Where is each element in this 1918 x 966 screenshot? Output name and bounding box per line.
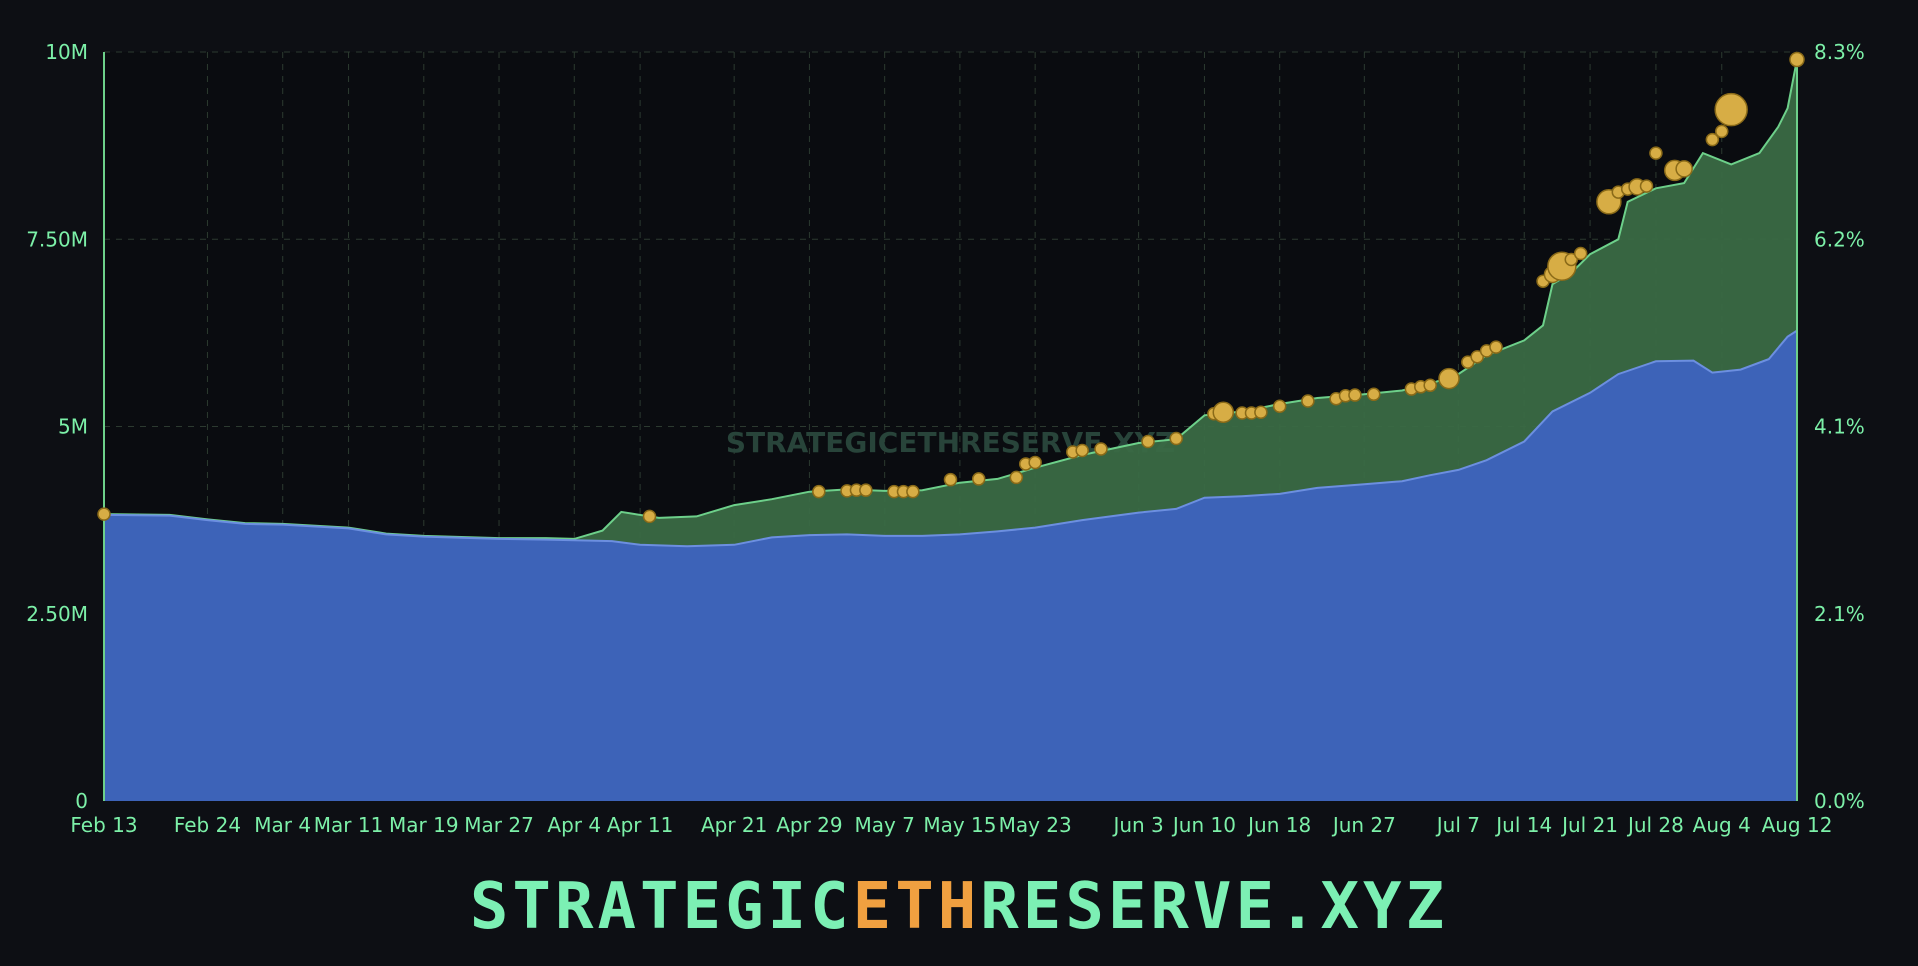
line-series-total — [103, 59, 1798, 540]
purchase-marker — [1272, 399, 1287, 414]
purchase-marker — [812, 484, 826, 499]
purchase-marker — [1212, 401, 1235, 424]
purchase-marker — [1141, 434, 1155, 449]
holdings-chart: STRATEGICETHRESERVE.XYZ 0 2.50M 5M 7.50M 10M… — [26, 40, 1865, 837]
purchase-markers — [97, 51, 1805, 524]
x-tick-label: May 15 — [923, 813, 996, 837]
area-series — [103, 52, 1798, 801]
x-tick-label: Mar 27 — [464, 813, 534, 837]
axis-ticks: 0 2.50M 5M 7.50M 10M 0.0% 2.1% 4.1% 6.2% 8.3% Feb … — [26, 40, 1865, 837]
x-tick-label: Jul 21 — [1560, 813, 1618, 837]
purchase-marker — [1075, 443, 1089, 458]
x-tick-label: Aug 12 — [1762, 813, 1833, 837]
y-left-tick-label: 10M — [45, 40, 88, 64]
x-tick-label: Feb 24 — [174, 813, 241, 837]
x-tick-label: Jul 14 — [1494, 813, 1552, 837]
purchase-marker — [906, 484, 920, 499]
x-tick-label: Jul 28 — [1626, 813, 1684, 837]
brand-footer: STRATEGICETHRESERVE.XYZ — [0, 870, 1918, 944]
purchase-marker — [1009, 470, 1024, 485]
y-left-tick-label: 7.50M — [26, 227, 88, 251]
x-tick-label: May 23 — [999, 813, 1072, 837]
x-tick-label: Apr 21 — [701, 813, 767, 837]
x-tick-label: Jun 18 — [1246, 813, 1311, 837]
purchase-marker — [1675, 160, 1693, 178]
x-tick-label: Mar 4 — [254, 813, 311, 837]
x-tick-label: Jun 27 — [1331, 813, 1396, 837]
purchase-marker — [1301, 394, 1315, 408]
purchase-marker — [859, 483, 873, 497]
y-left-tick-label: 5M — [58, 415, 88, 439]
x-tick-label: May 7 — [854, 813, 914, 837]
purchase-marker — [1573, 246, 1588, 261]
x-tick-label: Apr 29 — [776, 813, 842, 837]
brand-text-reserve: RESERVE.XYZ — [980, 870, 1449, 944]
purchase-marker — [1789, 51, 1805, 68]
y-right-tick-label: 6.2% — [1814, 227, 1865, 251]
y-right-tick-label: 8.3% — [1814, 40, 1865, 64]
purchase-marker — [1714, 92, 1748, 127]
purchase-marker — [1705, 132, 1720, 147]
x-tick-label: Aug 4 — [1693, 813, 1751, 837]
x-tick-label: Apr 4 — [547, 813, 601, 837]
purchase-marker — [943, 472, 958, 487]
purchase-marker — [971, 472, 986, 486]
purchase-marker — [642, 509, 657, 524]
x-tick-label: Mar 11 — [314, 813, 384, 837]
y-left-tick-label: 0 — [75, 789, 88, 813]
purchase-marker — [97, 507, 111, 521]
purchase-marker — [1470, 350, 1484, 364]
purchase-marker — [1367, 387, 1381, 402]
x-tick-label: Feb 13 — [70, 813, 137, 837]
purchase-marker — [1254, 405, 1268, 420]
brand-text-strategic: STRATEGIC — [469, 870, 853, 944]
brand-text-eth: ETH — [852, 870, 981, 944]
purchase-marker — [1438, 367, 1460, 390]
purchase-marker — [1094, 442, 1108, 456]
x-tick-label: Jul 7 — [1435, 813, 1480, 837]
purchase-marker — [1715, 124, 1729, 139]
purchase-marker — [1639, 179, 1654, 193]
y-right-tick-label: 2.1% — [1814, 602, 1865, 626]
x-tick-label: Jun 3 — [1111, 813, 1163, 837]
purchase-marker — [1564, 252, 1579, 267]
purchase-marker — [1169, 431, 1183, 446]
purchase-marker — [1028, 455, 1042, 470]
purchase-marker — [1348, 388, 1362, 402]
line-series-base — [103, 329, 1798, 548]
x-tick-label: Jun 10 — [1171, 813, 1236, 837]
purchase-marker — [1649, 146, 1663, 160]
y-right-tick-label: 4.1% — [1814, 415, 1865, 439]
chart-svg: STRATEGICETHRESERVE.XYZ 02.50M5M7.50M10M… — [26, 40, 1865, 837]
y-right-tick-label: 0.0% — [1814, 789, 1865, 813]
purchase-marker — [1423, 378, 1437, 393]
x-tick-label: Apr 11 — [607, 813, 673, 837]
purchase-marker — [1489, 340, 1503, 354]
y-left-tick-label: 2.50M — [26, 602, 88, 626]
area-series-base — [104, 330, 1797, 801]
x-tick-label: Mar 19 — [389, 813, 459, 837]
